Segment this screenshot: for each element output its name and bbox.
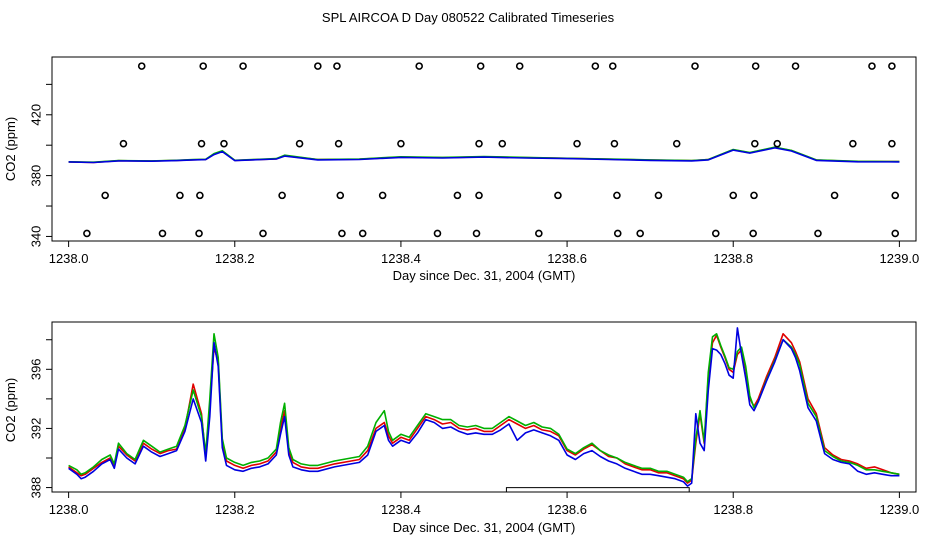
top-calibration-marker (314, 62, 322, 70)
top-calibration-marker (613, 229, 622, 238)
bottom-x-tick-label: 1238.6 (547, 502, 587, 517)
top-calibration-marker (891, 191, 900, 200)
bottom-series-red (68, 332, 900, 484)
bottom-x-tick-label: 1238.8 (713, 502, 753, 517)
top-calibration-marker (535, 229, 543, 238)
top-calibration-marker (573, 139, 581, 148)
bottom-y-axis-label: CO2 (ppm) (3, 378, 18, 442)
bottom-series-green (68, 332, 900, 483)
top-calibration-marker (773, 139, 782, 148)
top-calibration-marker (158, 229, 167, 238)
top-y-tick-label: 420 (28, 104, 43, 126)
top-calibration-marker (610, 139, 619, 148)
top-calibration-marker (791, 62, 800, 70)
top-x-tick-label: 1239.0 (880, 251, 920, 266)
top-calibration-marker (751, 62, 760, 70)
top-calibration-marker (888, 139, 896, 148)
bottom-y-tick-label: 392 (28, 418, 43, 440)
top-y-axis: 340 380 420 (28, 83, 52, 248)
top-calibration-marker (711, 229, 720, 238)
top-calibration-marker (397, 139, 405, 148)
top-calibration-marker (259, 229, 267, 238)
top-calibration-marker (476, 62, 485, 70)
top-x-axis-label: Day since Dec. 31, 2004 (GMT) (393, 268, 576, 283)
top-y-tick-label: 340 (28, 226, 43, 248)
top-y-tick-label: 380 (28, 165, 43, 187)
bottom-x-tick-label: 1238.2 (215, 502, 255, 517)
top-calibration-marker (636, 229, 644, 238)
top-calibration-marker (83, 229, 91, 238)
top-calibration-marker (415, 62, 424, 70)
top-calibration-marker (176, 191, 184, 200)
bottom-x-tick-label: 1238.0 (49, 502, 89, 517)
top-x-tick-label: 1238.2 (215, 251, 255, 266)
top-calibration-marker (334, 139, 343, 148)
top-calibration-marker (613, 191, 621, 200)
top-calibration-marker (751, 139, 759, 148)
top-calibration-marker (338, 229, 346, 238)
top-calibration-marker (749, 229, 757, 238)
top-calibration-marker (433, 229, 442, 238)
bottom-x-tick-label: 1239.0 (880, 502, 920, 517)
top-calibration-marker (498, 139, 507, 148)
top-calibration-marker (475, 191, 483, 200)
top-calibration-marker (199, 62, 207, 70)
top-x-axis: 1238.0 1238.2 1238.4 1238.6 1238.8 1239.0 (49, 241, 920, 266)
top-calibration-marker (849, 139, 857, 148)
top-calibration-marker (868, 62, 876, 70)
bottom-y-axis: 388 392 396 (28, 339, 52, 499)
bottom-plot-frame (51, 321, 917, 493)
top-calibration-marker (608, 62, 617, 70)
top-calibration-marker (220, 139, 228, 148)
top-calibration-marker (814, 229, 822, 238)
top-calibration-marker (654, 191, 663, 200)
bottom-plot-marks (68, 327, 900, 492)
top-calibration-marker (295, 139, 304, 148)
top-calibration-marker (591, 62, 600, 70)
top-panel: 1238.0 1238.2 1238.4 1238.6 1238.8 1239.0 340… (3, 56, 920, 283)
top-calibration-marker (515, 62, 524, 70)
top-plot-marks (68, 62, 900, 238)
top-x-tick-label: 1238.8 (713, 251, 753, 266)
top-y-axis-label: CO2 (ppm) (3, 117, 18, 181)
top-calibration-marker (830, 191, 839, 200)
top-calibration-marker (750, 191, 758, 200)
top-calibration-marker (195, 229, 203, 238)
top-calibration-marker (333, 62, 341, 70)
top-calibration-marker (554, 191, 562, 200)
top-calibration-marker (378, 191, 387, 200)
top-x-tick-label: 1238.0 (49, 251, 89, 266)
top-calibration-marker (691, 62, 699, 70)
bottom-x-tick-label: 1238.4 (381, 502, 421, 517)
top-calibration-marker (475, 139, 483, 148)
figure-title: SPL AIRCOA D Day 080522 Calibrated Times… (322, 10, 615, 25)
bottom-series-blue (68, 327, 900, 487)
top-calibration-marker (278, 191, 286, 200)
bottom-y-tick-label: 396 (28, 358, 43, 380)
top-calibration-marker (101, 191, 109, 200)
top-calibration-marker (358, 229, 367, 238)
top-calibration-marker (196, 191, 204, 200)
top-calibration-marker (472, 229, 481, 238)
bottom-y-tick-label: 388 (28, 477, 43, 499)
top-x-tick-label: 1238.4 (381, 251, 421, 266)
bottom-x-axis-label: Day since Dec. 31, 2004 (GMT) (393, 520, 576, 535)
top-calibration-marker (119, 139, 128, 148)
top-x-tick-label: 1238.6 (547, 251, 587, 266)
bottom-panel: 1238.0 1238.2 1238.4 1238.6 1238.8 1239.0 388… (3, 321, 920, 535)
top-calibration-marker (453, 191, 462, 200)
top-calibration-marker (729, 191, 738, 200)
top-calibration-marker (239, 62, 247, 70)
top-calibration-marker (137, 62, 146, 70)
top-calibration-marker (336, 191, 345, 200)
top-calibration-marker (891, 229, 900, 238)
top-plot-frame (51, 56, 917, 242)
top-calibration-marker (672, 139, 681, 148)
top-calibration-marker (888, 62, 896, 70)
bottom-range-bracket (505, 487, 690, 492)
top-calibration-marker (197, 139, 206, 148)
bottom-x-axis: 1238.0 1238.2 1238.4 1238.6 1238.8 1239.0 (49, 492, 920, 517)
top-series-blue (68, 147, 900, 164)
